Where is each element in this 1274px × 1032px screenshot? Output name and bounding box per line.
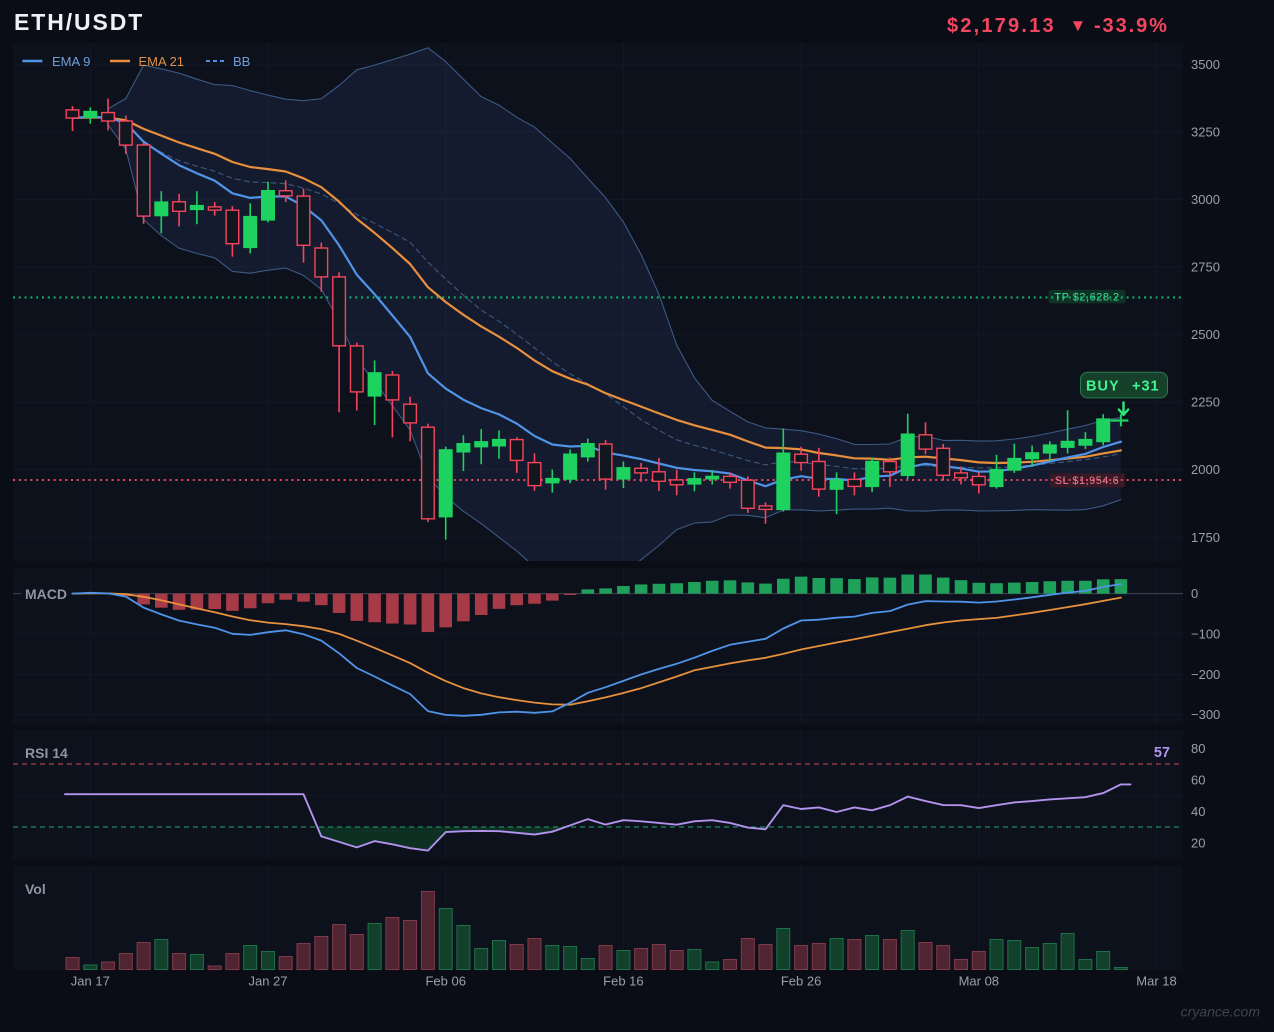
svg-text:2500: 2500: [1191, 327, 1220, 342]
svg-text:Feb 16: Feb 16: [603, 974, 643, 989]
svg-text:2250: 2250: [1191, 395, 1220, 410]
svg-text:3500: 3500: [1191, 57, 1220, 72]
svg-text:20: 20: [1191, 835, 1205, 850]
svg-text:Jan 17: Jan 17: [71, 974, 110, 989]
svg-text:BB: BB: [233, 54, 250, 69]
svg-text:MACD: MACD: [25, 586, 67, 602]
svg-text:1750: 1750: [1191, 530, 1220, 545]
svg-text:Vol: Vol: [25, 881, 46, 897]
svg-text:cryance.com: cryance.com: [1181, 1004, 1261, 1020]
svg-text:80: 80: [1191, 741, 1205, 756]
svg-text:−100: −100: [1191, 627, 1220, 642]
svg-text:BUY: BUY: [1086, 379, 1120, 395]
svg-text:Feb 06: Feb 06: [425, 974, 465, 989]
svg-text:3250: 3250: [1191, 124, 1220, 139]
svg-text:Mar 08: Mar 08: [959, 974, 999, 989]
svg-text:+31: +31: [1132, 379, 1160, 395]
svg-text:57: 57: [1154, 745, 1170, 761]
svg-text:SL $1,954.6: SL $1,954.6: [1055, 475, 1119, 487]
svg-text:ETH/USDT: ETH/USDT: [14, 9, 144, 35]
svg-text:EMA 9: EMA 9: [52, 54, 90, 69]
svg-text:3000: 3000: [1191, 192, 1220, 207]
svg-text:$2,179.13: $2,179.13: [947, 15, 1056, 37]
svg-text:TP $2,628.2: TP $2,628.2: [1054, 292, 1119, 304]
svg-text:Jan 27: Jan 27: [248, 974, 287, 989]
svg-text:RSI 14: RSI 14: [25, 745, 68, 761]
svg-text:−200: −200: [1191, 667, 1220, 682]
svg-text:40: 40: [1191, 804, 1205, 819]
svg-text:60: 60: [1191, 772, 1205, 787]
svg-text:-33.9%: -33.9%: [1094, 15, 1169, 37]
svg-text:Mar 18: Mar 18: [1136, 974, 1176, 989]
svg-text:0: 0: [1191, 586, 1198, 601]
svg-text:▼: ▼: [1070, 16, 1087, 35]
svg-text:−300: −300: [1191, 707, 1220, 722]
svg-text:2000: 2000: [1191, 462, 1220, 477]
svg-text:2750: 2750: [1191, 260, 1220, 275]
svg-text:EMA 21: EMA 21: [139, 54, 185, 69]
svg-text:Feb 26: Feb 26: [781, 974, 821, 989]
